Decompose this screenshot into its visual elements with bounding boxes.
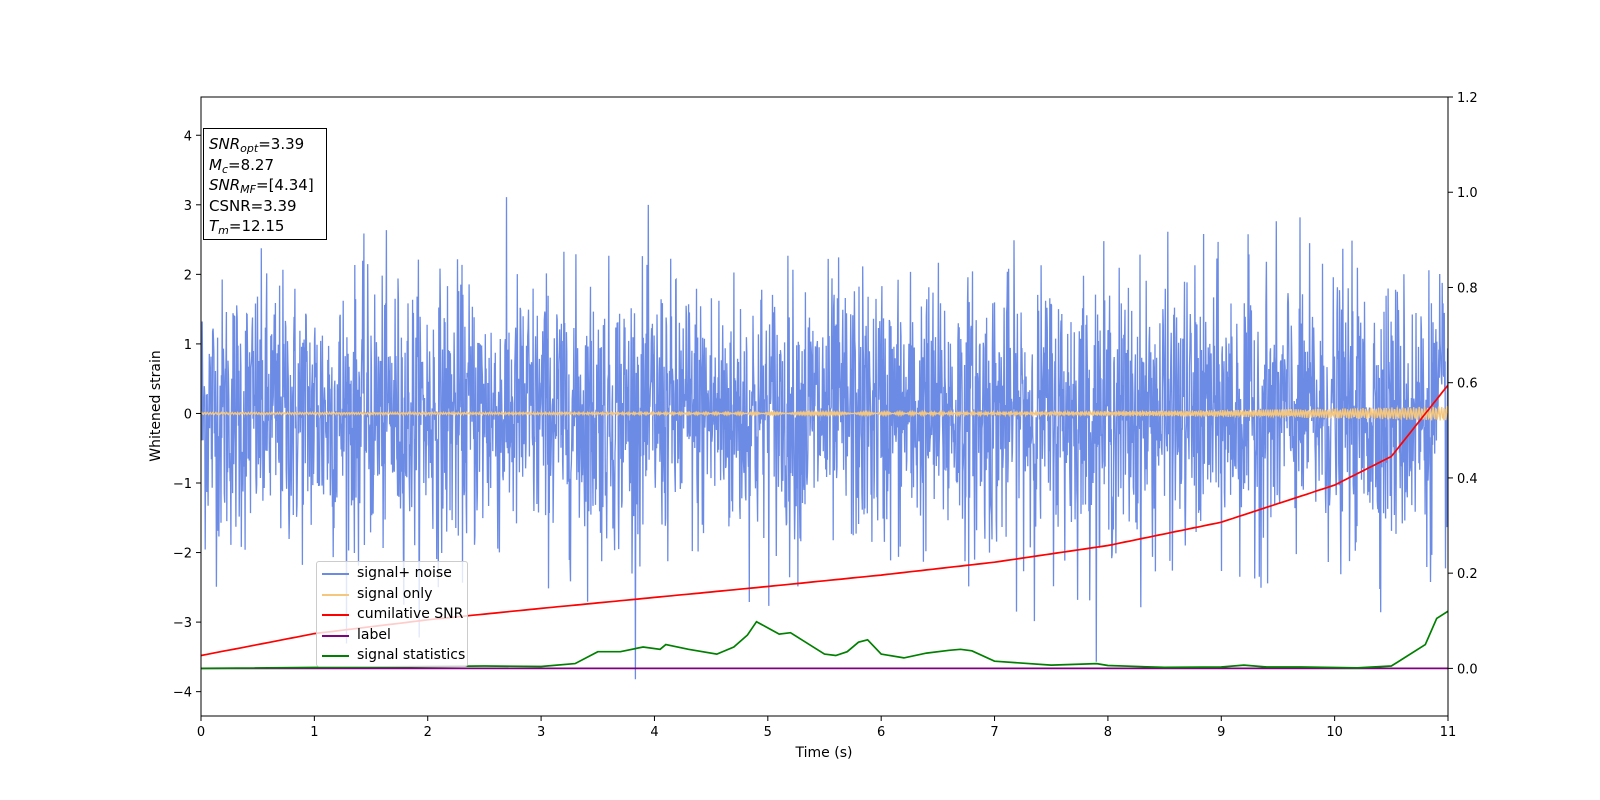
- legend-swatch: [322, 593, 349, 596]
- signal-only-series: [201, 406, 1448, 421]
- legend-entry-label: label: [317, 625, 467, 646]
- x-axis-label: Time (s): [795, 745, 853, 761]
- legend: signal+ noise signal only cumilative SNR…: [316, 561, 468, 667]
- x-tick-label: 3: [537, 725, 545, 740]
- chirp-mass-line: Mc=8.27: [209, 155, 274, 176]
- plot-frame: [200, 96, 1449, 717]
- x-tick-label: 0: [197, 725, 205, 740]
- y-tick-label: 4: [184, 129, 192, 144]
- x-tick-label: 5: [764, 725, 772, 740]
- y-tick-label: −3: [173, 616, 192, 631]
- snr-opt-line: SNRopt=3.39: [209, 135, 305, 155]
- legend-swatch: [322, 573, 349, 575]
- y-axis-right: 0.0 0.2 0.4 0.6 0.8 1.0 1.2: [1448, 91, 1478, 677]
- x-tick-label: 4: [650, 725, 658, 740]
- legend-entry-signal-statistics: signal statistics: [317, 645, 467, 666]
- csnr-line: CSNR=3.39: [209, 196, 297, 215]
- y-axis-left: −4 −3 −2 −1 0 1 2 3 4: [173, 129, 201, 701]
- x-tick-label: 2: [424, 725, 432, 740]
- legend-swatch: [322, 614, 349, 617]
- y-tick-label: 2: [184, 268, 192, 283]
- x-tick-label: 9: [1217, 725, 1225, 740]
- legend-swatch: [322, 634, 349, 637]
- y2-tick-label: 0.2: [1457, 567, 1478, 582]
- x-tick-label: 11: [1440, 725, 1457, 740]
- y-tick-label: 0: [184, 407, 192, 422]
- legend-swatch: [322, 655, 349, 658]
- signal-only-line: [201, 406, 1448, 421]
- x-tick-label: 1: [310, 725, 318, 740]
- y2-tick-label: 0.6: [1457, 377, 1478, 392]
- y2-tick-label: 1.2: [1457, 91, 1478, 106]
- x-tick-label: 7: [990, 725, 998, 740]
- y-tick-label: 3: [184, 199, 192, 214]
- signal-plus-noise-line: [201, 197, 1448, 680]
- x-tick-label: 8: [1104, 725, 1112, 740]
- y-axis-label: Whitened strain: [148, 350, 164, 461]
- x-tick-label: 10: [1326, 725, 1343, 740]
- signal-plus-noise-series: [201, 197, 1448, 680]
- snr-mf-line: SNRMF=[4.34]: [209, 176, 314, 196]
- y2-tick-label: 1.0: [1457, 186, 1478, 201]
- snr-info-box: SNRopt=3.39 Mc=8.27 SNRMF=[4.34] CSNR=3.…: [203, 128, 327, 240]
- signal-statistics-line: [201, 610, 1448, 670]
- y2-tick-label: 0.0: [1457, 662, 1478, 677]
- x-tick-label: 6: [877, 725, 885, 740]
- y-tick-label: −4: [173, 686, 192, 701]
- y2-tick-label: 0.8: [1457, 281, 1478, 296]
- y-tick-label: 1: [184, 338, 192, 353]
- tm-line: Tm=12.15: [209, 217, 285, 237]
- legend-entry-cumulative-snr: cumilative SNR: [317, 604, 467, 625]
- x-axis: 0 1 2 3 4 5 6 7 8 9 10 11: [197, 716, 1456, 740]
- y-tick-label: −1: [173, 477, 192, 492]
- y2-tick-label: 0.4: [1457, 472, 1478, 487]
- legend-entry-signal-only: signal only: [317, 584, 467, 605]
- legend-entry-signal-noise: signal+ noise: [317, 563, 467, 584]
- y-tick-label: −2: [173, 547, 192, 562]
